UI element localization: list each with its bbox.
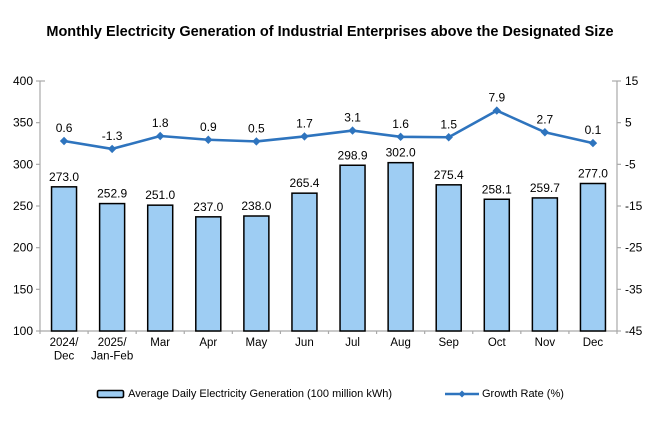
legend-item-line-series: Growth Rate (%) (444, 388, 564, 400)
legend-item-bar-series: Average Daily Electricity Generation (10… (96, 388, 392, 400)
left-axis-tick-label: 300 (13, 157, 33, 171)
line-value-label: -1.3 (102, 129, 123, 143)
left-axis-tick-label: 350 (13, 116, 33, 130)
line-marker (492, 106, 501, 115)
legend-label-line-series: Growth Rate (%) (481, 388, 564, 400)
left-axis-tick-label: 150 (13, 282, 33, 296)
line-marker (300, 132, 309, 141)
bar (195, 216, 222, 332)
bar-value-label: 259.7 (530, 181, 560, 195)
line-value-label: 1.7 (296, 116, 313, 130)
x-axis-label: Nov (535, 337, 556, 349)
right-axis-tick-label: -15 (625, 199, 643, 213)
line-value-label: 7.9 (488, 91, 505, 105)
left-axis-tick-label: 250 (13, 199, 33, 213)
x-axis-label: Sep (438, 337, 458, 349)
right-axis-tick-label: -35 (625, 282, 643, 296)
line-value-label: 1.6 (392, 117, 409, 131)
bar (339, 164, 366, 332)
line-marker (107, 144, 117, 154)
line-marker (204, 135, 213, 144)
bar (98, 202, 126, 332)
line-marker (444, 133, 453, 142)
right-axis-tick-label: -5 (625, 157, 636, 171)
x-axis-label: 2024/Dec (50, 337, 80, 363)
bar (579, 182, 607, 332)
bar-value-label: 265.4 (289, 176, 319, 190)
bar (50, 186, 78, 332)
left-axis-tick-label: 100 (13, 324, 33, 338)
right-axis-tick-label: 5 (625, 116, 632, 130)
right-axis-tick-label: 15 (625, 74, 639, 88)
bar (146, 204, 174, 332)
bar-value-label: 252.9 (97, 187, 127, 201)
line-value-label: 0.1 (585, 123, 602, 137)
bar-value-label: 251.0 (145, 188, 175, 202)
x-axis-label: Jun (295, 337, 314, 349)
line-value-label: 1.8 (152, 116, 169, 130)
x-axis-label: Jul (345, 337, 360, 349)
right-axis-tick-label: -25 (625, 241, 643, 255)
chart-legend: Average Daily Electricity Generation (10… (0, 388, 660, 400)
x-axis-label: 2025/Jan-Feb (91, 337, 133, 363)
bar (243, 215, 270, 332)
x-axis-label: Apr (199, 337, 217, 349)
bar (531, 197, 559, 332)
line-value-label: 3.1 (344, 111, 361, 125)
x-axis-label: Dec (583, 337, 604, 349)
line-series-swatch-icon (444, 390, 479, 398)
bar-value-label: 273.0 (49, 170, 79, 184)
bar-value-label: 237.0 (193, 200, 223, 214)
line-value-label: 0.9 (200, 120, 217, 134)
line-value-label: 1.5 (440, 117, 457, 131)
x-axis-label: May (246, 337, 268, 349)
bar-value-label: 238.0 (241, 199, 271, 213)
bar (387, 161, 414, 332)
x-axis-label: Mar (150, 337, 170, 349)
bar-value-label: 258.1 (482, 182, 512, 196)
bar (435, 184, 462, 332)
line-value-label: 0.5 (248, 121, 265, 135)
line-marker (348, 126, 357, 135)
growth-rate-line (63, 109, 594, 151)
bar (483, 198, 511, 332)
bar-value-label: 275.4 (434, 168, 464, 182)
line-marker (396, 132, 405, 142)
line-value-label: 0.6 (56, 121, 73, 135)
chart-title: Monthly Electricity Generation of Indust… (46, 24, 614, 40)
bar-series-swatch-icon (96, 389, 125, 399)
bar-value-label: 277.0 (578, 167, 608, 181)
line-marker (156, 131, 165, 141)
line-value-label: 2.7 (537, 112, 554, 126)
bar (291, 192, 318, 332)
bar-value-label: 302.0 (386, 146, 416, 160)
x-axis-label: Oct (488, 337, 507, 349)
bar-value-label: 298.9 (338, 148, 368, 162)
line-marker (59, 136, 69, 146)
line-marker (540, 128, 550, 137)
left-axis-tick-label: 200 (13, 241, 33, 255)
left-axis-tick-label: 400 (13, 74, 33, 88)
line-marker (252, 137, 261, 146)
legend-label-bar-series: Average Daily Electricity Generation (10… (128, 388, 392, 400)
x-axis-label: Aug (390, 337, 410, 349)
right-axis-tick-label: -45 (625, 324, 643, 338)
line-marker (588, 138, 598, 148)
